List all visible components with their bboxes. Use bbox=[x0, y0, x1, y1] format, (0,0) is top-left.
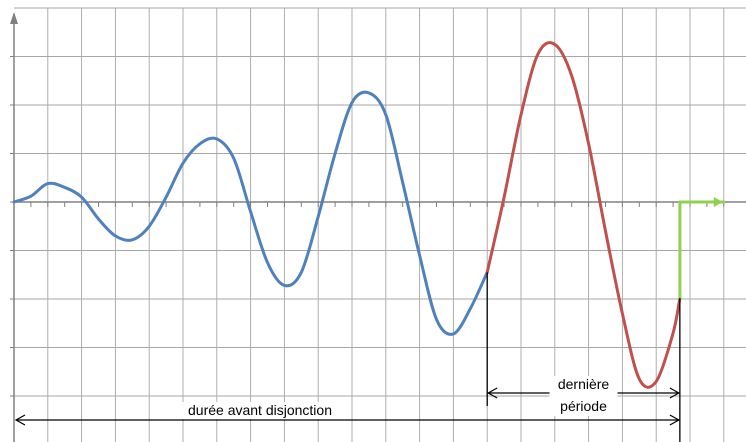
chart-grid bbox=[14, 7, 746, 442]
series-before-trip bbox=[12, 90, 489, 336]
after-trip-arrowhead bbox=[713, 197, 723, 207]
duration-label: durée avant disjonction bbox=[188, 402, 332, 418]
last-period-arrowhead-left bbox=[486, 387, 498, 399]
last-period-label-background bbox=[549, 376, 618, 416]
duration-label-background bbox=[176, 402, 344, 419]
duration-arrowhead-right bbox=[669, 414, 681, 426]
last-period-label-line2: période bbox=[560, 398, 607, 414]
y-axis-arrowhead bbox=[10, 12, 18, 24]
chart-series bbox=[12, 41, 726, 389]
chart-axes bbox=[10, 12, 746, 442]
series-after-trip bbox=[678, 200, 726, 300]
series-last-period bbox=[485, 41, 682, 389]
last-period-arrowhead-right bbox=[669, 387, 681, 399]
chart-annotations: dernière période durée avant disjonction bbox=[14, 272, 681, 442]
duration-arrowhead-left bbox=[14, 414, 26, 426]
last-period-label-line1: dernière bbox=[558, 376, 610, 392]
